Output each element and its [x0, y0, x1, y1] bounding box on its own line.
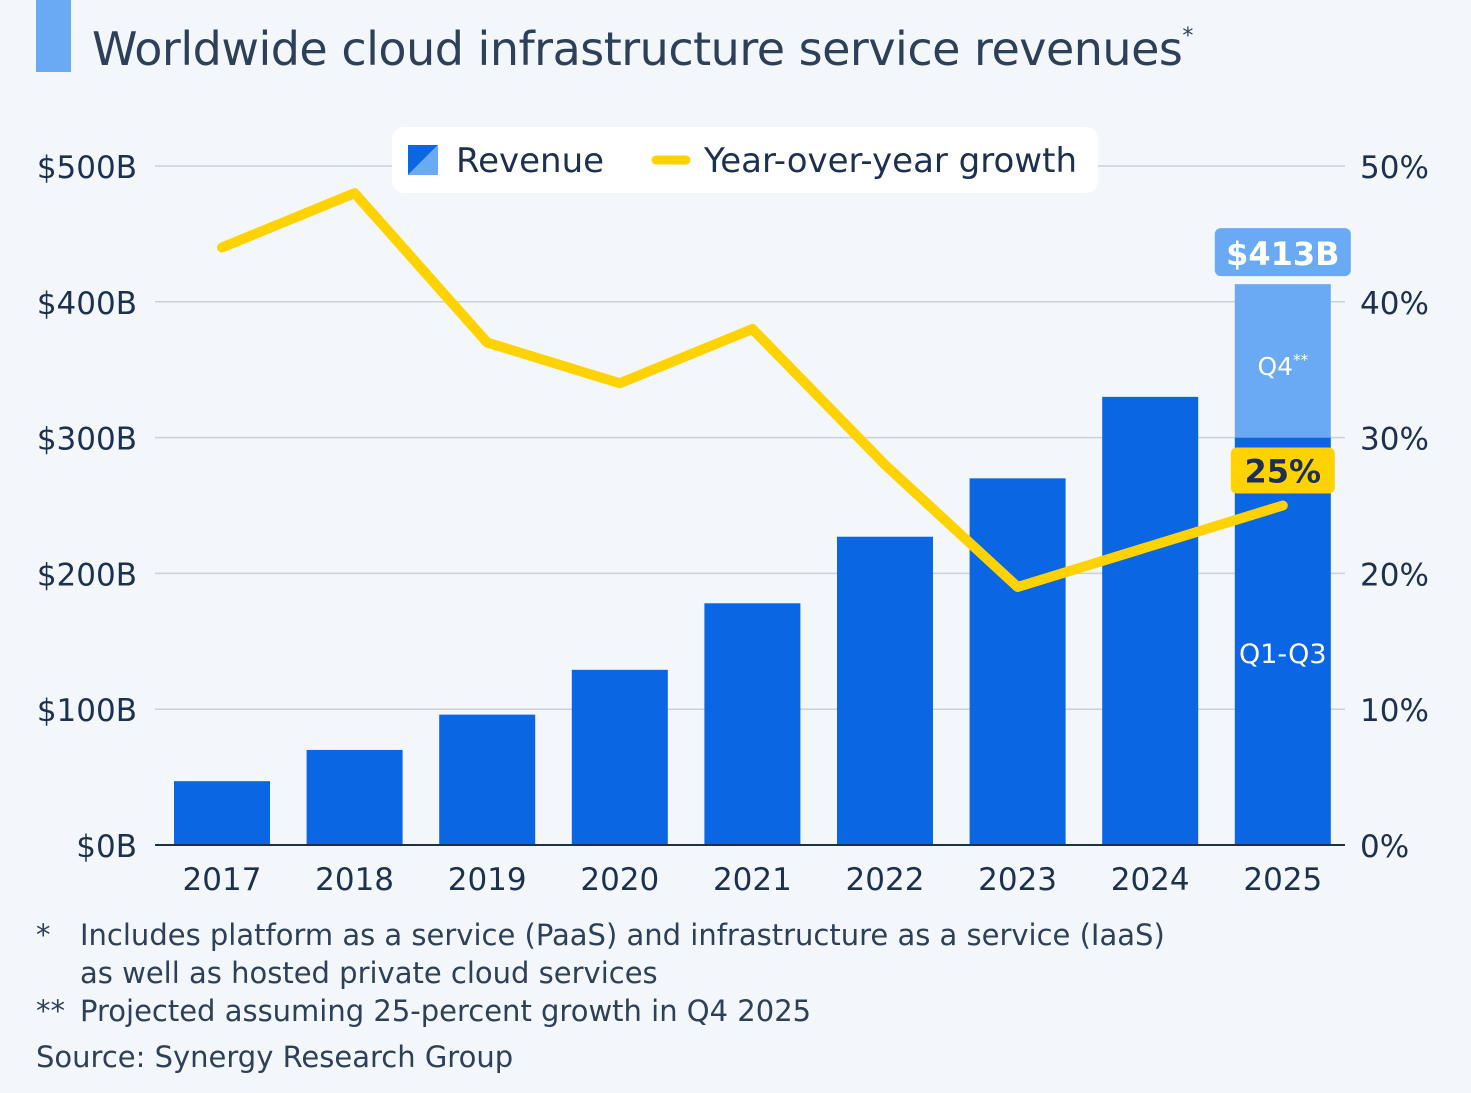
bar — [704, 603, 801, 845]
x-tick-label: 2019 — [448, 862, 527, 898]
legend-label-revenue: Revenue — [456, 141, 604, 181]
y-left-tick-label: $200B — [37, 557, 137, 593]
y-left-tick-label: $300B — [37, 422, 137, 458]
source-note: Source: Synergy Research Group — [36, 1040, 514, 1074]
footnote-1: * Includes platform as a service (PaaS) … — [36, 916, 1165, 992]
growth-line-path — [217, 188, 1288, 592]
y-left-tick-label: $500B — [37, 150, 137, 186]
bar — [837, 536, 933, 845]
x-tick-label: 2025 — [1243, 862, 1322, 898]
bar — [571, 669, 668, 845]
y-right-tick-label: 0% — [1360, 829, 1409, 865]
bars — [174, 284, 1331, 845]
growth-line — [217, 188, 1288, 592]
total-label-box — [1214, 228, 1351, 277]
q1q3-label: Q1-Q3 — [1239, 639, 1327, 670]
footnotes: * Includes platform as a service (PaaS) … — [36, 916, 1165, 1030]
growth-label: 25% — [1245, 453, 1322, 491]
x-tick-label: 2017 — [183, 862, 262, 898]
x-tick-label: 2022 — [846, 862, 925, 898]
footnote-2: ** Projected assuming 25-percent growth … — [36, 992, 1165, 1030]
x-tick-label: 2023 — [978, 862, 1057, 898]
legend-label-growth: Year-over-year growth — [703, 141, 1077, 181]
footnote-2-line-1: Projected assuming 25-percent growth in … — [80, 994, 812, 1028]
footnote-1-line-2: as well as hosted private cloud services — [80, 956, 658, 990]
axes: $0B $100B $200B $300B $400B $500B 0% 10% 20% 30% 4… — [37, 150, 1429, 898]
bar-2025-q4-projected — [1234, 284, 1331, 438]
bar — [439, 714, 536, 845]
y-right-tick-label: 30% — [1360, 422, 1429, 458]
q4-footnote-mark: ** — [1293, 351, 1309, 369]
footnote-1-line-1: Includes platform as a service (PaaS) an… — [80, 918, 1165, 952]
legend-swatch-revenue-light — [408, 145, 438, 175]
y-right-tick-label: 20% — [1360, 557, 1429, 593]
bar — [306, 749, 403, 845]
footnote-2-mark: ** — [36, 994, 65, 1028]
growth-label-box — [1230, 447, 1335, 494]
bar — [969, 478, 1066, 845]
y-left-tick-label: $0B — [76, 829, 137, 865]
x-tick-label: 2021 — [713, 862, 792, 898]
title-accent-bar — [36, 0, 71, 72]
legend: Revenue Year-over-year growth — [392, 127, 1098, 193]
y-left-tick-label: $100B — [37, 693, 137, 729]
x-tick-label: 2024 — [1111, 862, 1190, 898]
bar — [174, 781, 270, 845]
footnote-1-mark: * — [36, 918, 51, 952]
legend-box — [392, 127, 1098, 193]
x-tick-label: 2020 — [580, 862, 659, 898]
chart-title: Worldwide cloud infrastructure service r… — [92, 22, 1193, 76]
y-left-tick-label: $400B — [37, 286, 137, 322]
title-footnote-mark: * — [1182, 24, 1193, 49]
y-right-tick-label: 40% — [1360, 286, 1429, 322]
x-tick-label: 2018 — [315, 862, 394, 898]
total-label: $413B — [1226, 235, 1339, 273]
bar — [1102, 396, 1199, 845]
y-right-tick-label: 10% — [1360, 693, 1429, 729]
y-right-tick-label: 50% — [1360, 150, 1429, 186]
